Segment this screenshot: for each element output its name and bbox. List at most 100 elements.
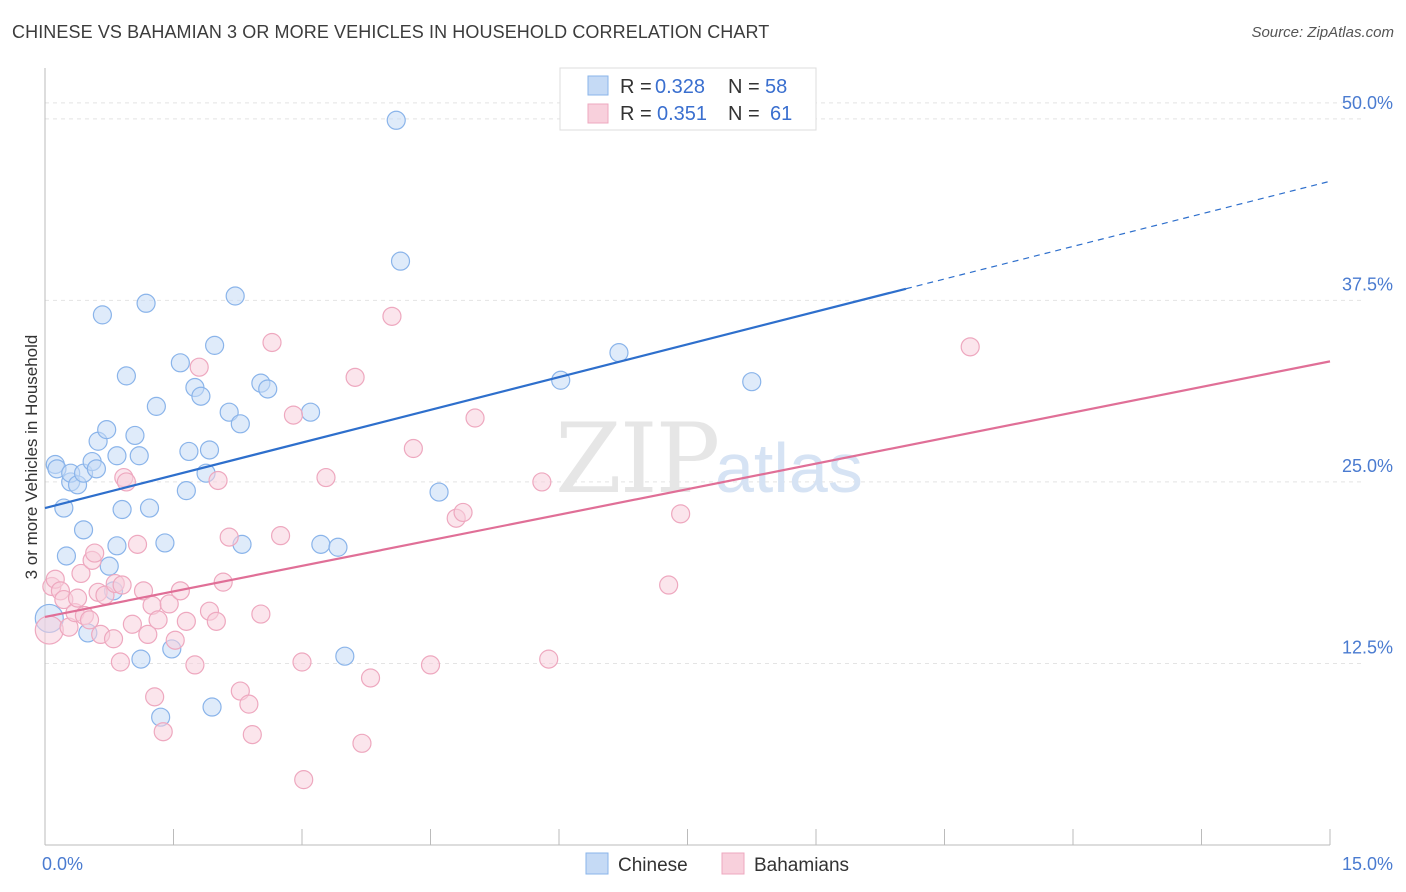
- point-bahamians-46: [270, 526, 291, 546]
- gridlines: [45, 102, 1365, 664]
- source-label: Source: ZipAtlas.com: [1251, 24, 1394, 41]
- point-bahamians-28: [148, 610, 168, 630]
- point-bahamians-37: [206, 611, 226, 631]
- point-chinese-52: [429, 482, 449, 502]
- point-bahamians-50: [316, 467, 336, 488]
- point-bahamians-27: [145, 687, 165, 707]
- point-chinese-19: [107, 536, 127, 556]
- point-bahamians-19: [112, 575, 132, 595]
- point-bahamians-42: [239, 694, 259, 714]
- series-chinese-points: [34, 110, 762, 727]
- point-chinese-22: [125, 425, 145, 446]
- point-chinese-25: [136, 293, 156, 313]
- point-bahamians-54: [382, 306, 402, 326]
- correlation-legend: R = 0.328 N = 58 R = 0.351 N = 61: [559, 67, 817, 131]
- point-chinese-51: [390, 251, 411, 271]
- point-chinese-27: [146, 396, 166, 416]
- point-bahamians-61: [539, 649, 559, 669]
- x-ticks: [44, 829, 1331, 845]
- point-bahamians-12: [85, 543, 105, 563]
- point-bahamians-51: [345, 367, 365, 387]
- y-tick-label-1: 25.0%: [1342, 456, 1393, 476]
- point-chinese-18: [107, 446, 127, 466]
- chart-title: CHINESE VS BAHAMIAN 3 OR MORE VEHICLES I…: [12, 22, 770, 42]
- y-tick-label-3: 50.0%: [1342, 93, 1393, 113]
- point-bahamians-16: [103, 629, 124, 649]
- bottom-legend-label-chinese: Chinese: [618, 855, 688, 876]
- point-chinese-15: [97, 420, 117, 440]
- point-bahamians-40: [219, 527, 239, 547]
- point-bahamians-59: [465, 408, 485, 428]
- point-chinese-23: [129, 446, 149, 466]
- point-chinese-20: [112, 499, 132, 520]
- point-bahamians-53: [360, 668, 381, 688]
- series-bahamians-points: [34, 306, 980, 790]
- point-bahamians-49: [294, 770, 314, 790]
- trend-line-chinese: [44, 287, 907, 510]
- point-chinese-46: [300, 402, 321, 422]
- point-chinese-38: [202, 697, 222, 717]
- watermark: ZIP atlas: [555, 403, 863, 515]
- point-chinese-14: [92, 305, 112, 325]
- legend-n-label-bahamians: N =: [728, 103, 760, 125]
- bottom-legend-swatch-chinese: [585, 852, 609, 875]
- point-bahamians-7: [67, 588, 88, 608]
- legend-n-value-chinese: 58: [765, 76, 787, 98]
- y-tick-label-0: 12.5%: [1342, 637, 1393, 657]
- point-bahamians-10: [79, 610, 100, 630]
- point-bahamians-64: [960, 337, 980, 357]
- y-tick-labels: 12.5% 25.0% 37.5% 50.0%: [1342, 93, 1393, 658]
- bottom-legend-label-bahamians: Bahamians: [754, 855, 849, 876]
- legend-r-label-bahamians: R =: [620, 103, 652, 125]
- legend-n-label-chinese: N =: [728, 76, 760, 98]
- point-bahamians-33: [176, 611, 196, 631]
- trend-line-bahamians: [44, 360, 1331, 619]
- trend-lines: [44, 180, 1331, 619]
- trend-line-extension-chinese: [905, 180, 1331, 290]
- point-chinese-42: [230, 414, 250, 434]
- point-bahamians-56: [420, 655, 441, 675]
- point-bahamians-47: [283, 405, 304, 425]
- x-tick-label-max: 15.0%: [1342, 854, 1393, 874]
- point-bahamians-63: [671, 504, 691, 524]
- point-bahamians-29: [153, 722, 173, 742]
- point-chinese-35: [191, 386, 211, 406]
- point-chinese-55: [742, 372, 762, 392]
- point-chinese-53: [551, 370, 571, 390]
- point-bahamians-45: [262, 332, 282, 353]
- point-chinese-49: [335, 646, 355, 666]
- point-bahamians-52: [352, 733, 372, 753]
- point-bahamians-55: [403, 438, 423, 459]
- legend-r-value-chinese: 0.328: [655, 76, 705, 98]
- point-bahamians-23: [127, 534, 148, 554]
- point-chinese-45: [258, 379, 278, 399]
- point-bahamians-34: [185, 655, 205, 675]
- point-chinese-47: [311, 534, 331, 554]
- point-chinese-48: [328, 537, 348, 557]
- point-chinese-4: [56, 546, 77, 566]
- point-chinese-26: [139, 498, 160, 518]
- point-bahamians-58: [453, 502, 473, 523]
- legend-swatch-chinese: [587, 75, 609, 96]
- point-chinese-39: [205, 335, 225, 355]
- point-chinese-32: [176, 481, 196, 501]
- point-bahamians-0: [34, 615, 64, 645]
- point-bahamians-31: [165, 630, 185, 650]
- legend-swatch-bahamians: [587, 103, 609, 124]
- point-chinese-50: [386, 110, 406, 130]
- point-bahamians-62: [659, 575, 679, 595]
- point-bahamians-22: [122, 614, 142, 634]
- point-chinese-12: [86, 459, 107, 479]
- point-chinese-29: [155, 533, 175, 553]
- point-bahamians-38: [208, 470, 228, 491]
- point-bahamians-18: [110, 652, 130, 672]
- series-legend: Chinese Bahamians: [585, 852, 849, 876]
- legend-r-label-chinese: R =: [620, 76, 652, 98]
- point-bahamians-48: [292, 652, 312, 672]
- point-chinese-21: [116, 366, 136, 386]
- point-bahamians-24: [133, 581, 154, 601]
- watermark-zip: ZIP: [555, 403, 718, 515]
- legend-r-value-bahamians: 0.351: [657, 103, 707, 125]
- point-chinese-54: [609, 343, 629, 363]
